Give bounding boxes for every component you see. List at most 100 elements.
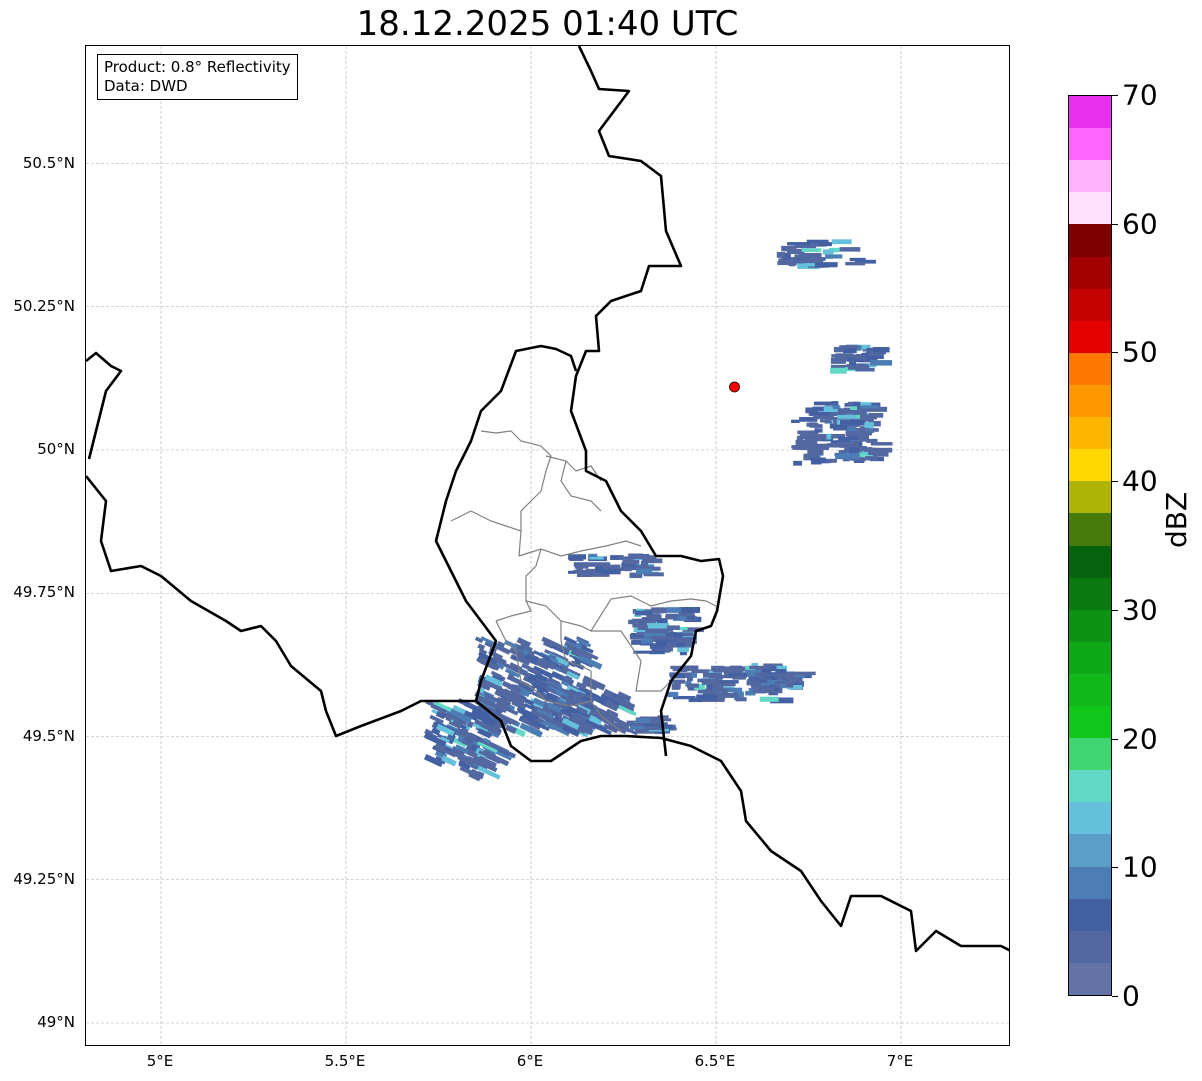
radar-echo [597, 707, 612, 718]
y-tick-label: 49.5°N [22, 726, 75, 745]
radar-echo [466, 755, 482, 766]
x-tick-label: 5.5°E [324, 1052, 366, 1070]
radar-echo [441, 755, 457, 767]
product-label: Product: 0.8° Reflectivity [104, 58, 291, 76]
radar-echo [870, 447, 893, 453]
colorbar-segment [1069, 545, 1111, 578]
radar-echo [863, 406, 888, 412]
radar-echo [461, 738, 474, 748]
radar-echo [762, 666, 785, 672]
radar-echo [837, 441, 853, 448]
radar-echo [674, 626, 688, 631]
radar-echo [605, 699, 614, 706]
radar-echo [666, 642, 677, 648]
radar-echo [566, 670, 580, 680]
radar-echo [793, 460, 803, 466]
radar-echo [703, 688, 711, 695]
radar-echo [535, 659, 549, 670]
radar-echo [451, 745, 466, 757]
radar-echo [798, 252, 822, 258]
radar-echo [786, 259, 808, 264]
radar-echo [495, 688, 518, 703]
x-tick-label: 7°E [886, 1052, 914, 1070]
colorbar-segment [1069, 512, 1111, 546]
radar-echo [855, 367, 875, 372]
radar-echo [581, 649, 599, 661]
radar-echo [635, 568, 652, 575]
radar-echo [701, 679, 719, 685]
radar-echo [829, 423, 847, 429]
radar-echo [797, 260, 805, 264]
radar-echo [536, 684, 546, 693]
radar-echo [477, 765, 501, 780]
radar-echo [831, 401, 839, 407]
radar-echo [625, 566, 632, 572]
radar-echo [477, 728, 492, 739]
radar-echo [770, 697, 794, 704]
country-border [86, 344, 578, 738]
radar-echo [790, 682, 802, 687]
colorbar-segment [1069, 577, 1111, 610]
radar-echo [457, 698, 472, 708]
radar-echo [730, 667, 744, 673]
radar-echo [435, 710, 446, 720]
colorbar-segment [1069, 898, 1111, 931]
radar-echo [579, 654, 603, 670]
radar-echo [451, 719, 463, 729]
radar-echo [825, 253, 834, 259]
radar-echo [576, 719, 594, 732]
y-tick-label: 50°N [37, 440, 75, 458]
admin-boundary [495, 548, 542, 622]
radar-echo [839, 345, 859, 349]
radar-echo [562, 724, 580, 737]
radar-echo [435, 745, 457, 758]
radar-echo [632, 555, 657, 560]
radar-echo [484, 693, 499, 703]
radar-echo [493, 655, 507, 666]
admin-boundary [518, 540, 642, 557]
y-tick-label: 50.5°N [22, 153, 75, 172]
radar-echo [607, 714, 631, 729]
radar-echo [484, 641, 494, 649]
radar-echo [857, 402, 872, 407]
map-plot-area[interactable] [85, 45, 1010, 1046]
radar-echo [801, 248, 822, 252]
radar-echo [859, 414, 878, 420]
radar-echo [807, 449, 824, 456]
radar-echo [568, 570, 575, 574]
admin-boundary [591, 630, 672, 692]
radar-echo [517, 680, 526, 687]
radar-echo [803, 257, 824, 264]
radar-echo [858, 357, 874, 363]
radar-echo [833, 346, 851, 353]
colorbar-segment [1069, 769, 1111, 803]
radar-echo [854, 259, 876, 264]
radar-echo [839, 453, 858, 458]
radar-echo [643, 572, 664, 577]
radar-echo [775, 667, 787, 674]
radar-echo [521, 663, 540, 675]
radar-echo [470, 768, 484, 779]
radar-echo [565, 705, 580, 716]
colorbar-segment [1069, 320, 1111, 353]
radar-echo [686, 677, 693, 682]
radar-echo [550, 670, 575, 686]
radar-echo [568, 710, 587, 722]
radar-site-marker [729, 381, 740, 393]
radar-echo [563, 636, 578, 645]
radar-echo [554, 666, 562, 673]
radar-echo [574, 708, 584, 716]
radar-echo [635, 610, 653, 616]
colorbar-segment [1069, 223, 1111, 257]
radar-echo [446, 713, 468, 726]
radar-echo [670, 674, 686, 679]
colorbar-segment [1069, 641, 1111, 674]
radar-echo [777, 261, 797, 266]
radar-echo [847, 401, 856, 406]
radar-echo [752, 686, 774, 693]
radar-echo [574, 563, 589, 569]
radar-echo [708, 670, 722, 676]
radar-echo [560, 708, 572, 716]
radar-echo [848, 364, 870, 370]
radar-echo [582, 675, 606, 691]
